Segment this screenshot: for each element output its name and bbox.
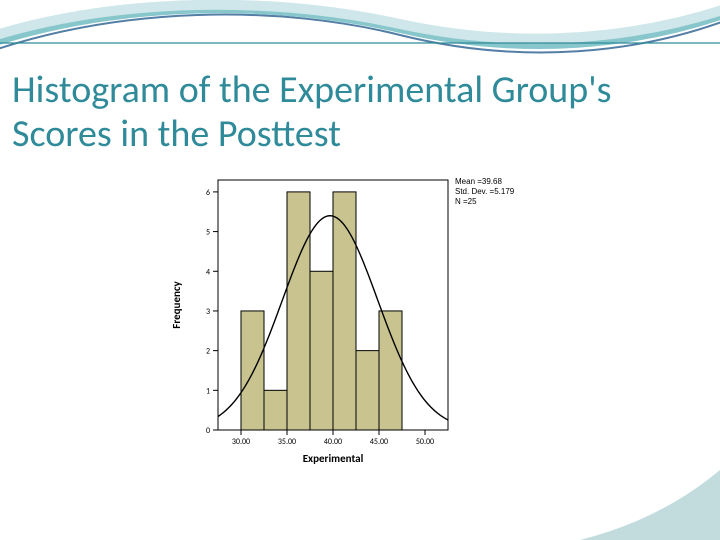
svg-text:1: 1 (206, 386, 210, 396)
svg-text:35.00: 35.00 (278, 437, 296, 447)
svg-text:6: 6 (206, 188, 210, 198)
svg-text:50.00: 50.00 (416, 437, 434, 447)
wave-decoration (0, 0, 720, 70)
svg-text:3: 3 (206, 307, 210, 317)
page-title: Histogram of the Experimental Group's Sc… (12, 69, 708, 156)
svg-text:30.00: 30.00 (232, 437, 250, 447)
svg-text:0: 0 (206, 426, 210, 436)
histogram-chart: 30.00 35.00 40.00 45.00 50.00 0 1 2 3 4 5 6 Freque… (150, 170, 570, 490)
svg-text:45.00: 45.00 (370, 437, 388, 447)
svg-text:4: 4 (206, 267, 210, 277)
histogram-bar (310, 271, 333, 430)
svg-text:5: 5 (206, 228, 210, 238)
x-axis-label: Experimental (303, 452, 364, 465)
histogram-bar (356, 351, 379, 430)
svg-text:2: 2 (206, 347, 210, 357)
stats-annotation: Mean =39.68 Std. Dev. =5.179 N =25 (455, 177, 515, 206)
histogram-bar (264, 390, 287, 430)
histogram-bar (379, 311, 402, 430)
histogram-bar (241, 311, 264, 430)
y-axis-label: Frequency (170, 280, 183, 328)
svg-text:N =25: N =25 (455, 197, 477, 206)
histogram-bar (287, 192, 310, 430)
svg-text:40.00: 40.00 (324, 437, 342, 447)
histogram-bar (333, 192, 356, 430)
svg-text:Std. Dev. =5.179: Std. Dev. =5.179 (455, 187, 515, 196)
svg-text:Mean =39.68: Mean =39.68 (455, 177, 502, 186)
title-underline (0, 42, 720, 44)
